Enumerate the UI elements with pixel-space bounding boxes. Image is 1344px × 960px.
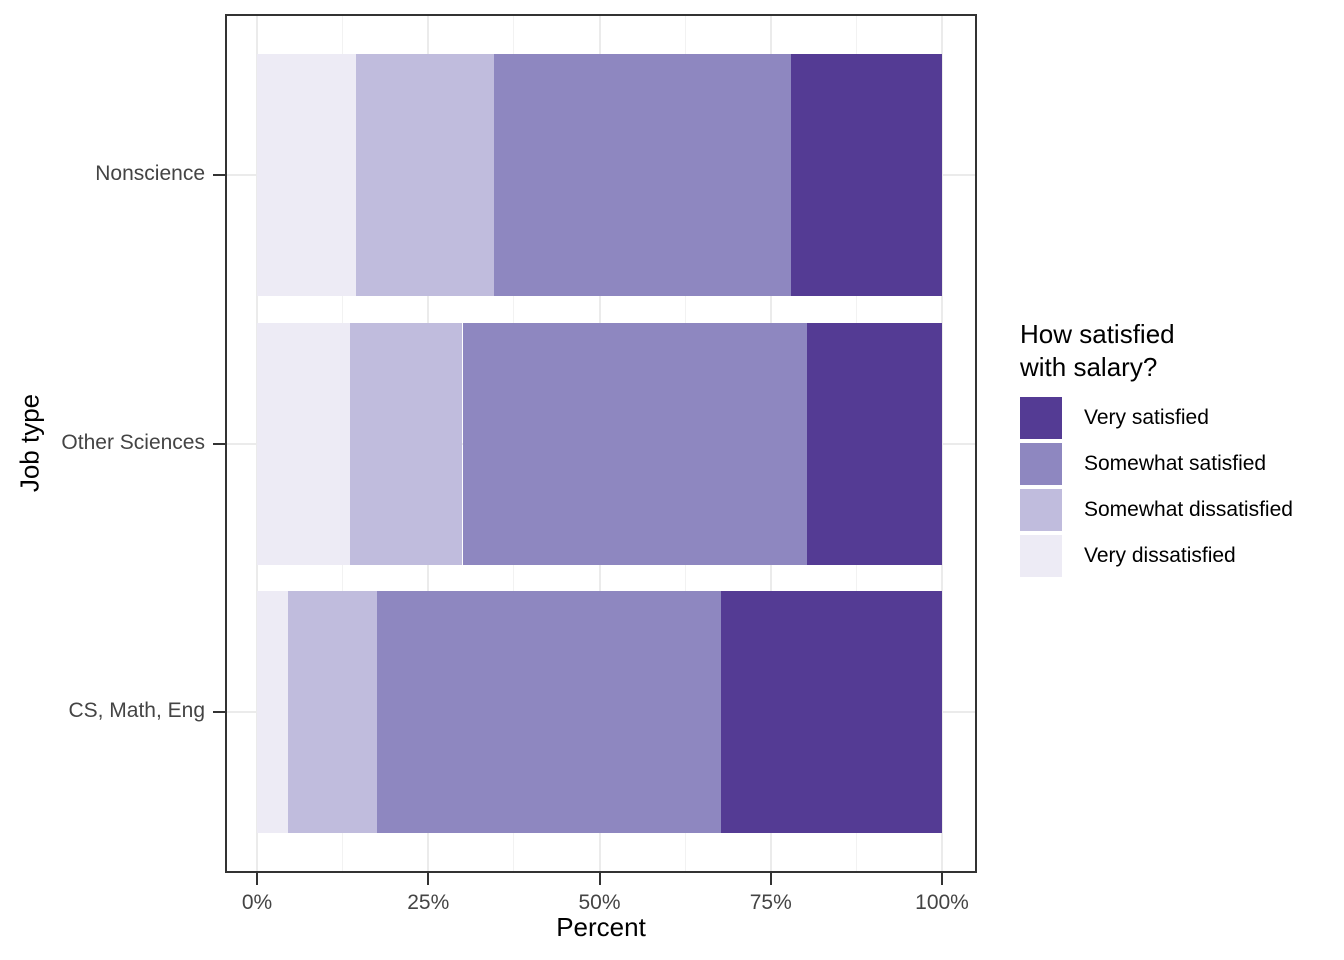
y-tick-mark [213,711,225,713]
legend-item-label: Very satisfied [1084,406,1209,429]
legend-swatch [1020,489,1062,531]
legend-item-label: Very dissatisfied [1084,544,1236,567]
x-tick-mark [256,873,258,885]
y-tick-mark [213,174,225,176]
x-tick-mark [427,873,430,885]
legend-item: Somewhat dissatisfied [1020,489,1340,531]
bar-segment-somewhat-dissatisfied [287,591,377,833]
bar-segment-very-dissatisfied [257,591,288,833]
x-tick-mark [941,873,943,885]
x-tick-label: 100% [915,891,969,914]
legend-title: How satisfied with salary? [1020,319,1175,382]
legend-items: Very satisfied Somewhat satisfied Somewhat… [1020,397,1340,577]
x-tick-mark [769,873,772,885]
x-tick-mark [598,873,601,885]
bar-segment-very-satisfied [720,591,942,833]
legend-item-label: Somewhat dissatisfied [1084,498,1293,521]
bar-segment-somewhat-dissatisfied [350,322,463,565]
x-tick-label: 50% [578,891,621,914]
legend-swatch [1020,443,1062,485]
bar-segment-very-dissatisfied [257,54,357,296]
x-tick-label: 0% [241,891,273,914]
legend-item: Somewhat satisfied [1020,443,1340,485]
y-tick-label: Nonscience [95,162,205,185]
bar-segment-somewhat-dissatisfied [356,54,494,296]
bar-segment-very-dissatisfied [257,322,351,565]
legend-item: Very dissatisfied [1020,535,1340,577]
y-tick-label: CS, Math, Eng [68,699,205,722]
x-tick-label: 75% [749,891,792,914]
x-tick-label: 25% [407,891,450,914]
plot-panel [225,14,977,873]
legend-swatch [1020,535,1062,577]
legend-item-label: Somewhat satisfied [1084,452,1267,475]
legend-swatch [1020,397,1062,439]
bar-segment-somewhat-satisfied [462,322,808,565]
bar-segment-very-satisfied [807,322,942,565]
x-axis-title: Percent [556,912,646,942]
bar-segment-very-satisfied [791,54,942,296]
legend: How satisfied with salary? Very satisfie… [1020,318,1340,581]
bar-segment-somewhat-satisfied [376,591,721,833]
y-tick-label: Other Sciences [61,430,205,454]
bar-segment-somewhat-satisfied [494,54,792,296]
y-tick-mark [213,442,225,445]
legend-item: Very satisfied [1020,397,1340,439]
